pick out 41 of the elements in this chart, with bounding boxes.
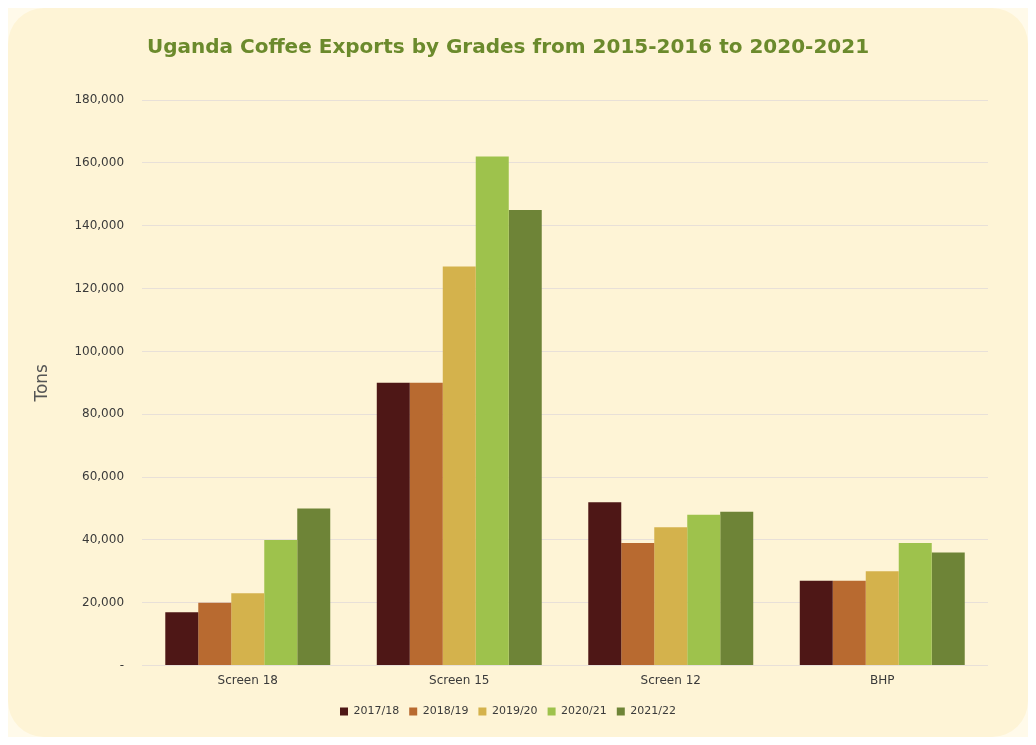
bar bbox=[720, 511, 754, 666]
y-tick-label: 20,000 bbox=[82, 594, 125, 609]
chart-title: Uganda Coffee Exports by Grades from 2015-2016 to 2020-2021 bbox=[146, 34, 870, 59]
y-tick-label: 40,000 bbox=[82, 532, 125, 547]
y-tick-label: 140,000 bbox=[74, 217, 125, 232]
legend-label: 2018/19 bbox=[422, 704, 469, 718]
legend-label: 2020/21 bbox=[561, 704, 607, 718]
bar bbox=[621, 543, 655, 666]
bar bbox=[588, 502, 622, 666]
bar bbox=[931, 552, 965, 666]
bar bbox=[687, 514, 721, 666]
legend-label: 2017/18 bbox=[353, 704, 400, 718]
bar bbox=[297, 508, 331, 666]
x-tick-label: Screen 12 bbox=[640, 672, 701, 687]
bar bbox=[832, 580, 866, 666]
x-tick-label: Screen 18 bbox=[217, 672, 278, 687]
bar bbox=[376, 382, 410, 666]
y-tick-label: 180,000 bbox=[74, 92, 125, 107]
y-tick-label: 120,000 bbox=[74, 280, 125, 295]
y-tick-label: - bbox=[119, 657, 125, 672]
y-axis-title: Tons bbox=[30, 363, 51, 403]
x-tick-label: BHP bbox=[870, 672, 895, 687]
legend-label: 2019/20 bbox=[491, 704, 538, 718]
x-tick-label: Screen 15 bbox=[429, 672, 490, 687]
bar bbox=[198, 602, 232, 666]
y-tick-label: 100,000 bbox=[74, 343, 125, 358]
y-tick-label: 60,000 bbox=[82, 469, 125, 484]
bar bbox=[508, 209, 542, 666]
bar bbox=[165, 612, 199, 666]
bar bbox=[865, 571, 899, 666]
bar bbox=[475, 156, 509, 666]
legend-label: 2021/22 bbox=[630, 704, 676, 718]
bar bbox=[654, 527, 688, 666]
bar bbox=[442, 266, 476, 666]
bar bbox=[409, 382, 443, 666]
bar bbox=[799, 580, 833, 666]
bar bbox=[231, 593, 265, 666]
y-tick-label: 160,000 bbox=[74, 154, 125, 169]
bar bbox=[264, 539, 298, 666]
bar bbox=[898, 543, 932, 666]
y-tick-label: 80,000 bbox=[82, 406, 125, 421]
